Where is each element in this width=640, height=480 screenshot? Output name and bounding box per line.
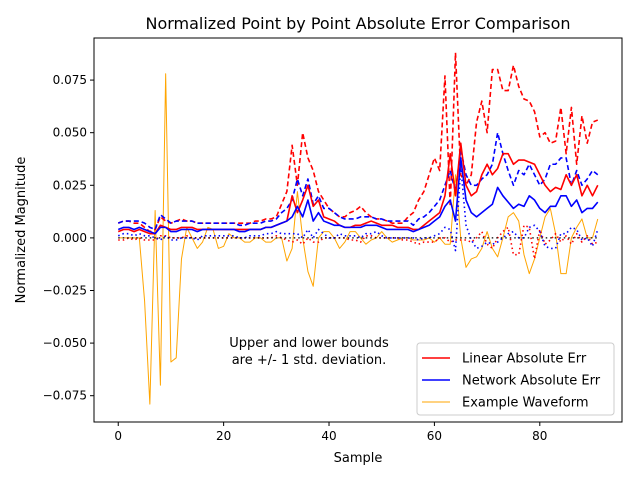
y-tick-label: 0.025 xyxy=(53,178,87,192)
y-axis-label: Normalized Magnitude xyxy=(14,157,29,304)
x-tick-label: 20 xyxy=(216,429,231,443)
x-axis: 0 20 40 60 80 xyxy=(114,422,547,443)
annotation-line-1: Upper and lower bounds xyxy=(229,336,389,351)
series-line-network-absolute-err xyxy=(117,157,599,235)
legend: Linear Absolute Err Network Absolute Err E… xyxy=(416,342,615,416)
series-line-linear-absolute-err xyxy=(117,142,599,235)
x-tick-label: 0 xyxy=(114,429,122,443)
annotation-line-2: are +/- 1 std. deviation. xyxy=(232,353,387,368)
y-tick-label: 0.000 xyxy=(53,231,87,245)
legend-label-network-absolute-err: Network Absolute Err xyxy=(462,374,601,389)
y-tick-label: −0.075 xyxy=(43,389,87,403)
y-tick-label: 0.075 xyxy=(53,73,87,87)
y-tick-label: 0.050 xyxy=(53,126,87,140)
y-axis: −0.075 −0.050 −0.025 0.000 0.025 0.050 0.075 xyxy=(43,73,94,403)
x-tick-label: 80 xyxy=(532,429,547,443)
chart-title: Normalized Point by Point Absolute Error… xyxy=(145,14,570,33)
y-tick-label: −0.050 xyxy=(43,336,87,350)
series-line-example-waveform xyxy=(118,73,599,405)
series-line-network-lower-bound xyxy=(117,165,599,252)
legend-label-example-waveform: Example Waveform xyxy=(462,396,589,411)
series-layer xyxy=(117,51,599,405)
series-line-linear-upper-bound xyxy=(117,51,599,233)
y-tick-label: −0.025 xyxy=(43,283,87,297)
plot-frame xyxy=(93,37,623,423)
legend-box xyxy=(416,342,615,416)
legend-label-linear-absolute-err: Linear Absolute Err xyxy=(462,352,587,367)
x-tick-label: 60 xyxy=(427,429,442,443)
series-line-network-upper-bound xyxy=(117,131,599,231)
x-tick-label: 40 xyxy=(321,429,336,443)
x-axis-label: Sample xyxy=(334,451,383,466)
